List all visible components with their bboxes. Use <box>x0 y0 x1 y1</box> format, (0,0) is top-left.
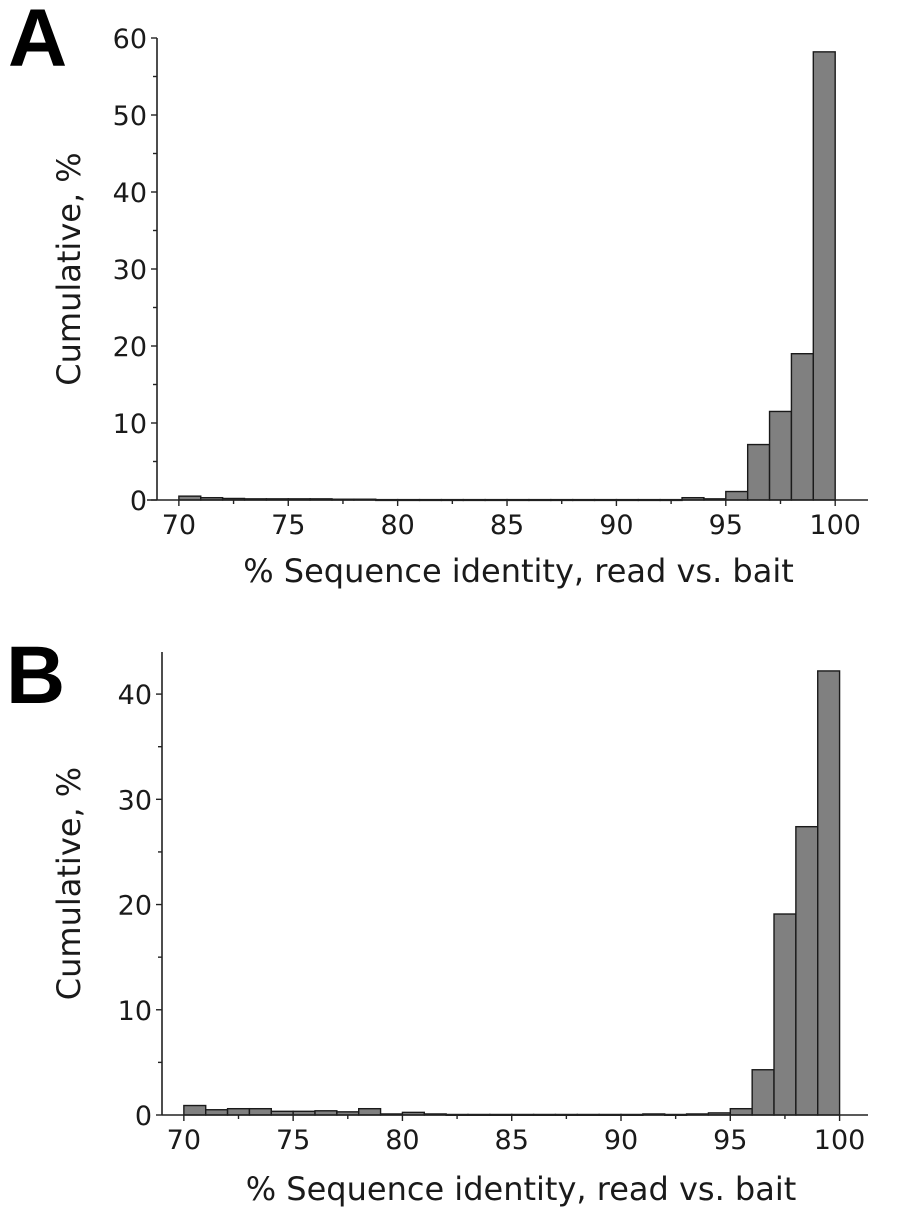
histogram-bar <box>751 1069 775 1116</box>
x-tick-label: 80 <box>385 1125 419 1156</box>
y-axis-title: Cumulative, % <box>50 767 88 1000</box>
y-tick-label: 40 <box>113 178 147 209</box>
panel-label: A <box>8 0 67 84</box>
x-tick-label: 95 <box>709 510 743 541</box>
y-tick-label: 20 <box>118 891 152 922</box>
histogram-bar <box>183 1104 207 1116</box>
x-tick-label: 85 <box>495 1125 529 1156</box>
x-tick-label: 85 <box>490 510 524 541</box>
x-tick-label: 75 <box>271 510 305 541</box>
histogram-bar <box>817 670 841 1116</box>
histogram-bar <box>795 825 819 1116</box>
x-tick-label: 70 <box>162 510 196 541</box>
y-axis-title: Cumulative, % <box>50 152 88 385</box>
y-tick-label: 10 <box>118 996 152 1027</box>
histogram-bar <box>746 443 771 501</box>
y-tick-label: 10 <box>113 409 147 440</box>
x-tick-label: 100 <box>809 510 861 541</box>
x-tick-label: 100 <box>814 1125 866 1156</box>
y-tick-label: 0 <box>135 1101 152 1132</box>
x-tick-label: 90 <box>604 1125 638 1156</box>
y-tick-label: 40 <box>118 680 152 711</box>
x-tick-label: 90 <box>599 510 633 541</box>
panel-label: B <box>6 630 65 721</box>
x-tick-label: 95 <box>713 1125 747 1156</box>
y-tick-label: 30 <box>113 255 147 286</box>
y-tick-label: 50 <box>113 101 147 132</box>
x-tick-label: 80 <box>380 510 414 541</box>
y-tick-label: 0 <box>130 486 147 517</box>
x-tick-label: 70 <box>167 1125 201 1156</box>
panel-b-chart: B 70 75 80 85 90 95 100 0 10 20 30 40 % Sequence iden… <box>6 630 868 1208</box>
histogram-bar <box>790 353 815 501</box>
histogram-bar <box>768 410 793 501</box>
histogram-bar <box>729 1107 753 1116</box>
histogram-bar <box>773 913 797 1116</box>
y-tick-label: 30 <box>118 785 152 816</box>
x-axis-title: % Sequence identity, read vs. bait <box>246 1170 797 1208</box>
y-tick-label: 60 <box>113 24 147 55</box>
histogram-bar <box>725 490 749 501</box>
x-axis-title: % Sequence identity, read vs. bait <box>243 552 794 590</box>
histogram-bar <box>358 1107 382 1116</box>
x-tick-label: 75 <box>276 1125 310 1156</box>
histogram-bar <box>812 51 836 501</box>
panel-a-chart: A 70 75 80 85 90 95 100 0 10 20 30 40 50 60 % Sequence … <box>8 0 868 590</box>
histogram-bar <box>226 1107 251 1116</box>
histogram-bar <box>248 1107 272 1116</box>
y-tick-label: 20 <box>113 332 147 363</box>
